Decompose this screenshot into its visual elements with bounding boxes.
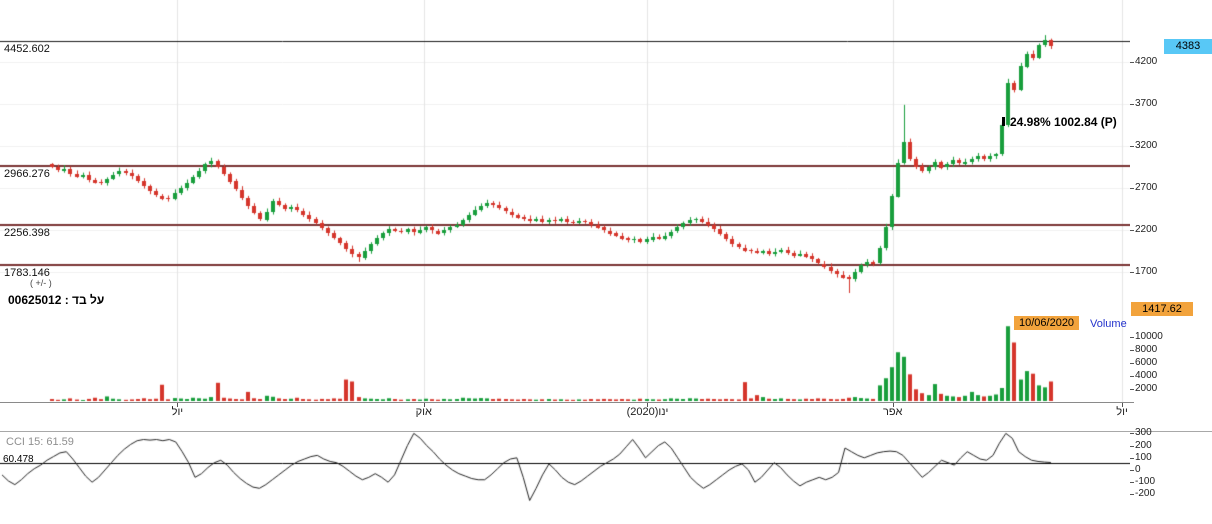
cci-level-label: 60.478 bbox=[3, 454, 34, 465]
price-axis-label: 3200 bbox=[1135, 140, 1158, 151]
annotation-marker-icon bbox=[1002, 117, 1005, 126]
axis-tick bbox=[1130, 458, 1134, 459]
volume-panel-label: Volume bbox=[1090, 318, 1127, 330]
cci-axis-label: 300 bbox=[1135, 427, 1152, 439]
price-level-label: 1783.146 bbox=[4, 267, 50, 280]
price-axis-label: 1700 bbox=[1135, 266, 1158, 277]
axis-tick bbox=[1130, 470, 1134, 471]
axis-tick bbox=[1122, 403, 1123, 407]
price-axis-label: 2700 bbox=[1135, 182, 1158, 193]
instrument-id-text: על בד : 00625012 bbox=[8, 293, 105, 307]
x-axis-month-label: אוק bbox=[415, 406, 432, 418]
price-level-label: 2966.276 bbox=[4, 167, 50, 180]
axis-tick bbox=[1130, 363, 1134, 364]
axis-tick bbox=[1130, 376, 1134, 377]
axis-tick bbox=[1130, 230, 1134, 231]
volume-axis-label: 6000 bbox=[1135, 357, 1158, 368]
volume-value-tag: 1417.62 bbox=[1131, 302, 1193, 316]
axis-tick bbox=[1130, 433, 1134, 434]
price-axis-label: 4200 bbox=[1135, 56, 1158, 67]
x-axis-line bbox=[0, 402, 1134, 403]
price-volume-chart[interactable] bbox=[0, 0, 1130, 402]
x-axis-month-label: יול bbox=[1116, 406, 1128, 418]
cci-axis-label: 0 bbox=[1135, 464, 1141, 475]
last-price-tag: 4383 bbox=[1164, 39, 1212, 54]
x-axis-month-label: יול bbox=[171, 406, 184, 418]
change-annotation: 24.98% 1002.84 (P) bbox=[1002, 115, 1117, 129]
volume-axis-label: 4000 bbox=[1135, 370, 1158, 381]
price-axis-label: 2200 bbox=[1135, 224, 1158, 235]
cci-axis-label: 100 bbox=[1135, 451, 1152, 463]
cci-axis-label: -200 bbox=[1135, 488, 1156, 500]
axis-tick bbox=[893, 403, 894, 407]
cci-axis-label: 200 bbox=[1135, 439, 1152, 451]
price-axis-label: 3700 bbox=[1135, 98, 1158, 109]
axis-tick bbox=[1130, 389, 1134, 390]
axis-tick bbox=[1130, 104, 1134, 105]
axis-tick bbox=[1130, 146, 1134, 147]
cci-indicator-chart[interactable] bbox=[0, 432, 1130, 524]
axis-tick bbox=[1130, 272, 1134, 273]
axis-tick bbox=[1130, 482, 1134, 483]
cci-indicator-label: CCI 15: 61.59 bbox=[6, 436, 74, 448]
volume-axis-label: 8000 bbox=[1135, 344, 1158, 355]
cci-axis-label: -100 bbox=[1135, 476, 1156, 488]
axis-tick bbox=[647, 403, 648, 407]
level-sub-note: ( +/- ) bbox=[30, 278, 52, 288]
cci-panel-border bbox=[0, 431, 1212, 432]
axis-tick bbox=[424, 403, 425, 407]
axis-tick bbox=[1130, 188, 1134, 189]
axis-tick bbox=[177, 403, 178, 407]
axis-tick bbox=[1130, 62, 1134, 63]
axis-tick bbox=[1130, 337, 1134, 338]
price-level-label: 4452.602 bbox=[4, 42, 50, 55]
x-axis-month-label: אפר bbox=[882, 406, 903, 418]
axis-tick bbox=[1130, 494, 1134, 495]
axis-tick bbox=[1130, 446, 1134, 447]
volume-axis-label: 2000 bbox=[1135, 383, 1158, 394]
annotation-text: 24.98% 1002.84 (P) bbox=[1010, 115, 1117, 129]
volume-axis-label: 10000 bbox=[1135, 331, 1163, 342]
crosshair-date-tag: 10/06/2020 bbox=[1014, 316, 1080, 330]
axis-tick bbox=[1130, 350, 1134, 351]
price-level-label: 2256.398 bbox=[4, 227, 50, 240]
x-axis-month-label: ינו(2020) bbox=[626, 406, 669, 418]
